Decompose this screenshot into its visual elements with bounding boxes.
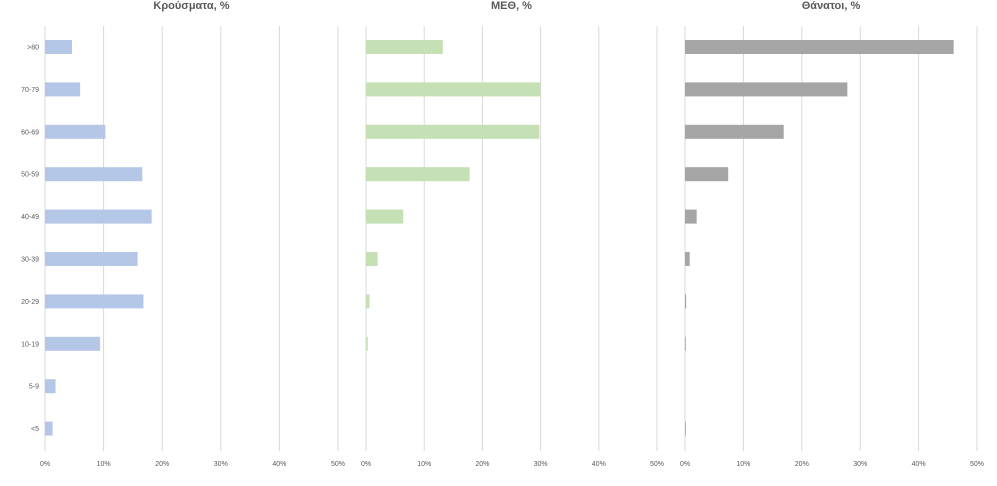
x-tick-label: 20% xyxy=(475,461,489,468)
category-label: <5 xyxy=(31,426,39,433)
bar xyxy=(45,82,81,97)
bar xyxy=(685,82,848,97)
bar xyxy=(45,421,53,436)
x-tick-label: 0% xyxy=(361,461,371,468)
x-tick-label: 30% xyxy=(214,461,228,468)
category-label: >80 xyxy=(27,45,39,52)
bar xyxy=(366,40,443,54)
panel-3: Θάνατοι, % 0% 10% 20% 30% 40% 50% xyxy=(680,0,984,468)
category-label: 60-69 xyxy=(21,129,39,136)
bar xyxy=(366,167,470,182)
x-tick-label: 10% xyxy=(736,461,750,468)
category-label: 70-79 xyxy=(21,87,39,94)
x-tick-label: 40% xyxy=(912,461,926,468)
x-tick-label: 20% xyxy=(795,461,809,468)
bar xyxy=(45,209,152,224)
category-label: 30-39 xyxy=(21,257,39,264)
category-label: 20-29 xyxy=(21,299,39,306)
panel-title: ΜΕΘ, % xyxy=(491,0,532,12)
bar xyxy=(685,421,686,436)
x-tick-label: 0% xyxy=(40,461,50,468)
x-tick-label: 50% xyxy=(970,461,984,468)
bar xyxy=(366,124,540,139)
bar xyxy=(45,379,56,394)
bar xyxy=(366,209,404,224)
bar xyxy=(366,252,378,266)
bar xyxy=(685,209,697,224)
bar xyxy=(45,40,72,54)
category-label: 40-49 xyxy=(21,214,39,221)
x-tick-label: 20% xyxy=(155,461,169,468)
bar xyxy=(366,294,370,309)
category-label: 50-59 xyxy=(21,172,39,179)
x-tick-label: 40% xyxy=(272,461,286,468)
bar xyxy=(45,124,106,139)
x-tick-label: 50% xyxy=(650,461,664,468)
x-tick-label: 50% xyxy=(331,461,345,468)
x-tick-label: 30% xyxy=(853,461,867,468)
x-tick-label: 0% xyxy=(680,461,690,468)
bar xyxy=(685,294,687,309)
bar xyxy=(685,167,729,182)
bar xyxy=(685,252,690,266)
panel-1: Κρούσματα, % 0% 10% 20% 30% 40% 50% >80 70-79 60-… xyxy=(21,0,345,468)
bar xyxy=(685,336,686,351)
panel-title: Θάνατοι, % xyxy=(802,0,861,12)
x-tick-label: 10% xyxy=(97,461,111,468)
category-label: 10-19 xyxy=(21,341,39,348)
bar xyxy=(366,336,368,351)
x-tick-label: 10% xyxy=(417,461,431,468)
bar xyxy=(685,40,954,54)
bar xyxy=(366,82,541,97)
category-label: 5-9 xyxy=(29,384,39,391)
bar xyxy=(45,336,101,351)
x-tick-label: 40% xyxy=(592,461,606,468)
panel-title: Κρούσματα, % xyxy=(153,0,229,12)
bar xyxy=(45,167,143,182)
bar xyxy=(45,294,144,309)
panel-2: ΜΕΘ, % 0% 10% 20% 30% 40% 50% xyxy=(361,0,664,468)
bar xyxy=(685,124,784,139)
x-tick-label: 30% xyxy=(534,461,548,468)
bar xyxy=(45,252,138,266)
